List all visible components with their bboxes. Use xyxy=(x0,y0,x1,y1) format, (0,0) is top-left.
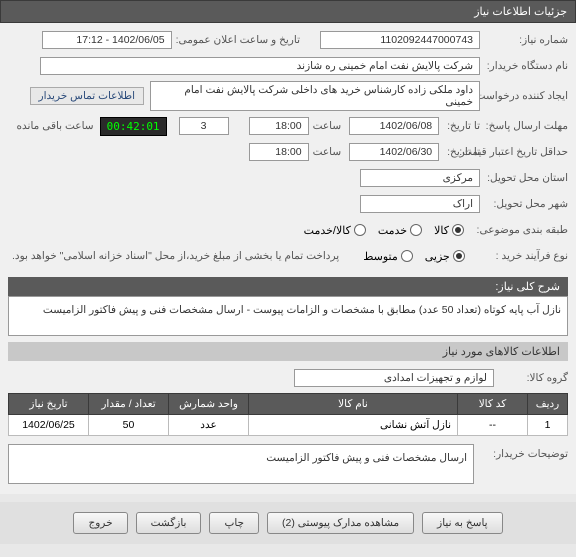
payment-note: پرداخت تمام یا بخشی از مبلغ خرید،از محل … xyxy=(12,250,339,262)
th-date: تاریخ نیاز xyxy=(9,394,89,415)
requester-value: داود ملکی زاده کارشناس خرید های داخلی شر… xyxy=(150,81,480,111)
back-button[interactable]: بازگشت xyxy=(136,512,202,534)
th-qty: تعداد / مقدار xyxy=(89,394,169,415)
announce-value: 1402/06/05 - 17:12 xyxy=(42,31,172,49)
td-unit: عدد xyxy=(169,415,249,436)
validity-label: حداقل تاریخ اعتبار قیمت: xyxy=(484,146,568,159)
deadline-label: مهلت ارسال پاسخ: xyxy=(484,120,568,133)
purchase-type-label: نوع فرآیند خرید : xyxy=(469,250,568,262)
need-number-label: شماره نیاز: xyxy=(484,34,568,46)
days-value: 3 xyxy=(179,117,229,135)
table-row: 1 -- نازل آتش نشانی عدد 50 1402/06/25 xyxy=(9,415,568,436)
respond-button[interactable]: پاسخ به نیاز xyxy=(422,512,502,534)
validity-to-label: تا تاریخ: xyxy=(447,146,480,158)
need-number-value: 1102092447000743 xyxy=(320,31,480,49)
radio-both-label: کالا/خدمت xyxy=(304,224,351,237)
radio-goods-label: کالا xyxy=(434,224,449,237)
time-label-1: ساعت xyxy=(313,120,342,132)
buyer-notes-text: ارسال مشخصات فنی و پیش فاکتور الزامیست xyxy=(8,444,474,484)
radio-medium[interactable]: متوسط xyxy=(363,250,413,263)
group-value: لوازم و تجهیزات امدادی xyxy=(294,369,494,387)
radio-goods[interactable]: کالا xyxy=(434,224,464,237)
print-button[interactable]: چاپ xyxy=(209,512,259,534)
deadline-time: 18:00 xyxy=(249,117,309,135)
td-qty: 50 xyxy=(89,415,169,436)
td-name: نازل آتش نشانی xyxy=(249,415,458,436)
radio-icon xyxy=(401,250,413,262)
radio-small[interactable]: جزیی xyxy=(425,250,465,263)
radio-both[interactable]: کالا/خدمت xyxy=(304,224,366,237)
radio-icon xyxy=(410,224,422,236)
deadline-date: 1402/06/08 xyxy=(349,117,439,135)
radio-icon xyxy=(453,250,465,262)
category-label: طبقه بندی موضوعی: xyxy=(468,224,568,236)
td-code: -- xyxy=(458,415,528,436)
need-desc-text: نازل آب پایه کوتاه (تعداد 50 عدد) مطابق … xyxy=(8,296,568,336)
th-row: ردیف xyxy=(528,394,568,415)
time-label-2: ساعت xyxy=(313,146,342,158)
attachments-button[interactable]: مشاهده مدارک پیوستی (2) xyxy=(267,512,414,534)
items-table: ردیف کد کالا نام کالا واحد شمارش تعداد /… xyxy=(8,393,568,436)
radio-small-label: جزیی xyxy=(425,250,450,263)
footer-buttons: پاسخ به نیاز مشاهده مدارک پیوستی (2) چاپ… xyxy=(0,502,576,544)
td-date: 1402/06/25 xyxy=(9,415,89,436)
city-label: شهر محل تحویل: xyxy=(484,198,568,210)
announce-label: تاریخ و ساعت اعلان عمومی: xyxy=(176,34,300,46)
page-title: جزئیات اطلاعات نیاز xyxy=(474,6,567,18)
td-row: 1 xyxy=(528,415,568,436)
th-code: کد کالا xyxy=(458,394,528,415)
validity-date: 1402/06/30 xyxy=(349,143,439,161)
validity-time: 18:00 xyxy=(249,143,309,161)
buyer-notes-label: توضیحات خریدار: xyxy=(478,444,568,460)
contact-button[interactable]: اطلاعات تماس خریدار xyxy=(30,87,144,105)
province-value: مرکزی xyxy=(360,169,480,187)
remaining-label: ساعت باقی مانده xyxy=(17,120,94,132)
radio-service-label: خدمت xyxy=(378,224,407,237)
radio-medium-label: متوسط xyxy=(363,250,398,263)
need-desc-header: شرح کلی نیاز: xyxy=(8,277,568,296)
buyer-value: شرکت پالایش نفت امام خمینی ره شازند xyxy=(40,57,480,75)
table-header-row: ردیف کد کالا نام کالا واحد شمارش تعداد /… xyxy=(9,394,568,415)
deadline-to-label: تا تاریخ: xyxy=(447,120,480,132)
th-unit: واحد شمارش xyxy=(169,394,249,415)
page-header: جزئیات اطلاعات نیاز xyxy=(0,0,576,23)
purchase-type-radio-group: جزیی متوسط xyxy=(363,250,465,263)
items-header: اطلاعات کالاهای مورد نیاز xyxy=(8,342,568,361)
exit-button[interactable]: خروج xyxy=(73,512,127,534)
city-value: اراک xyxy=(360,195,480,213)
group-label: گروه کالا: xyxy=(498,372,568,384)
main-content: شماره نیاز: 1102092447000743 تاریخ و ساع… xyxy=(0,23,576,494)
radio-icon xyxy=(354,224,366,236)
countdown-timer: 00:42:01 xyxy=(100,117,167,136)
radio-icon xyxy=(452,224,464,236)
buyer-label: نام دستگاه خریدار: xyxy=(484,60,568,72)
category-radio-group: کالا خدمت کالا/خدمت xyxy=(304,224,464,237)
radio-service[interactable]: خدمت xyxy=(378,224,422,237)
requester-label: ایجاد کننده درخواست: xyxy=(484,90,568,102)
province-label: استان محل تحویل: xyxy=(484,172,568,184)
th-name: نام کالا xyxy=(249,394,458,415)
